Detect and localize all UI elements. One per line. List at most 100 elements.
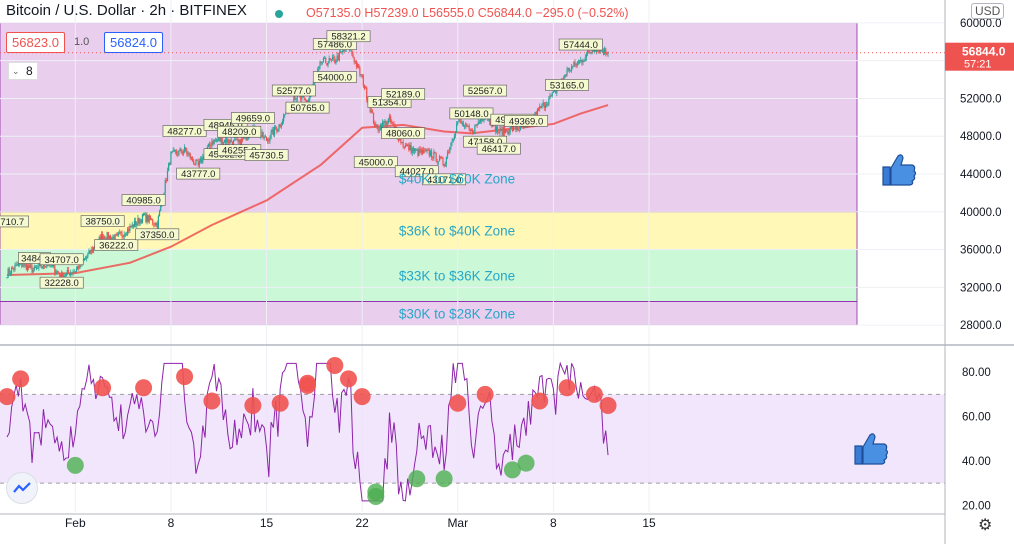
candle-body [366, 87, 368, 100]
candle-body [449, 147, 451, 153]
candle-body [119, 232, 121, 234]
candle-body [503, 126, 506, 134]
candle-body [267, 139, 269, 141]
candle-body [183, 147, 186, 152]
overbought-mark [271, 394, 289, 412]
tradingview-logo-icon[interactable] [6, 472, 38, 504]
price-label: 54000.0 [312, 71, 357, 84]
last-price-tag [945, 42, 1014, 71]
candle-body [452, 139, 454, 142]
oversold-mark [367, 483, 385, 501]
candle-body [542, 102, 544, 104]
thumb-cuff [854, 445, 863, 465]
candle-body [29, 264, 31, 268]
candle-body [555, 90, 557, 94]
currency-button[interactable]: USD [971, 3, 1005, 19]
candle-body [176, 151, 178, 154]
candle-body [448, 152, 450, 154]
buy-button[interactable]: 56824.0 [104, 32, 163, 53]
candle-body [491, 124, 493, 127]
candle-body [120, 232, 122, 234]
time-axis-label: Feb [65, 516, 86, 530]
candle-body [432, 157, 434, 159]
candle-body [72, 272, 74, 274]
candle-body [269, 138, 271, 142]
price-label-text: 40985.0 [126, 195, 160, 206]
candle-body [231, 142, 233, 146]
candle-body [152, 219, 154, 224]
candle-body [506, 129, 508, 131]
candle-body [323, 58, 326, 60]
price-label: 49659.0 [230, 112, 275, 125]
candle-body [182, 151, 185, 154]
candle-body [230, 139, 232, 143]
candle-body [337, 55, 339, 61]
candle-body [280, 125, 282, 127]
candle-body [510, 126, 512, 128]
candle-body [403, 146, 405, 148]
candle-body [191, 156, 194, 161]
candle-body [283, 115, 285, 122]
candle-body [22, 265, 24, 267]
candle-body [271, 129, 273, 133]
price-label-text: 43171.0 [427, 175, 461, 186]
price-label-text: 48945.0 [208, 120, 242, 131]
candle-body [75, 268, 78, 272]
price-label-box [94, 239, 139, 251]
candle-body [477, 122, 479, 125]
candle-body [15, 264, 17, 266]
rsi-axis-label: 40.00 [962, 456, 991, 468]
price-label: 32228.0 [39, 276, 84, 289]
candle-body [108, 235, 111, 239]
sell-button[interactable]: 56823.0 [6, 32, 65, 53]
rsi-axis-label: 20.00 [962, 500, 991, 512]
candle-body [215, 140, 218, 142]
candle-body [465, 123, 467, 126]
candle-body [148, 215, 150, 222]
candle-body [137, 217, 139, 224]
candle-body [387, 119, 389, 124]
candle-body [58, 272, 60, 275]
candle-body [454, 131, 457, 136]
price-label-text: 50765.0 [290, 103, 324, 114]
candle-body [166, 170, 169, 182]
candle-body [580, 60, 582, 62]
candle-body [91, 249, 93, 252]
candle-body [408, 144, 410, 151]
symbol-title: Bitcoin / U.S. Dollar · 2h · BITFINEX [6, 2, 247, 19]
close-value: 56844.0 [486, 6, 532, 20]
candle-body [54, 265, 56, 274]
candle-body [474, 125, 476, 133]
overbought-mark [244, 396, 262, 414]
candle-body [518, 129, 520, 131]
indicators-toggle[interactable]: ⌄ 8 [8, 62, 38, 80]
price-label-text: 37350.0 [140, 230, 174, 241]
candle-body [568, 67, 570, 72]
overbought-mark [558, 379, 576, 397]
candle-body [155, 222, 157, 226]
candle-body [355, 61, 358, 68]
candle-body [420, 149, 422, 153]
time-axis-label: 15 [260, 516, 274, 530]
candle-body [326, 63, 328, 66]
candle-body [360, 74, 362, 76]
candle-body [223, 139, 226, 142]
candle-body [429, 151, 432, 156]
chart-title[interactable]: Bitcoin / U.S. Dollar · 2h · BITFINEX [6, 2, 247, 19]
candle-body [353, 57, 355, 62]
candle-body [541, 103, 543, 108]
candle-body [511, 126, 514, 131]
price-label: 53165.0 [545, 79, 589, 91]
candle-body [380, 124, 383, 130]
candle-body [234, 139, 236, 141]
candle-body [201, 158, 203, 163]
candle-body [575, 64, 577, 66]
candle-body [411, 148, 413, 153]
candle-body [437, 161, 440, 163]
candle-body [141, 213, 144, 223]
candle-body [460, 121, 462, 124]
candle-body [430, 151, 433, 158]
gear-icon[interactable]: ⚙ [978, 517, 993, 534]
price-label: 48209.0 [217, 125, 262, 138]
